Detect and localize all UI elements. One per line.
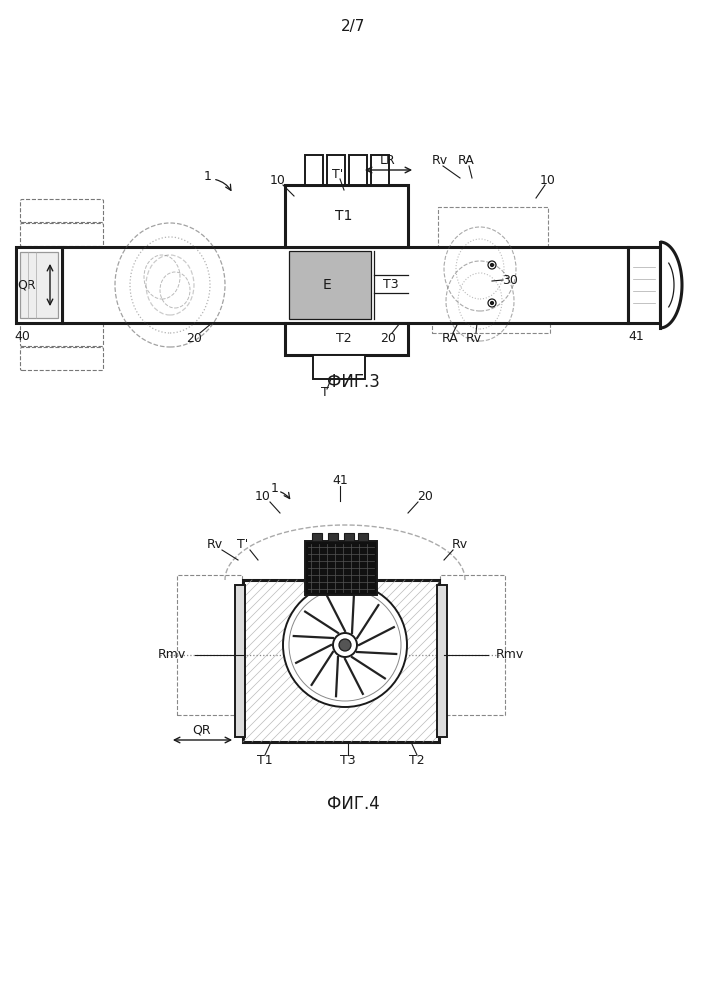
Bar (358, 533, 368, 541)
Circle shape (339, 639, 351, 651)
Text: E: E (322, 278, 332, 292)
Text: 41: 41 (628, 330, 644, 344)
Circle shape (283, 583, 407, 707)
Text: QR: QR (18, 278, 36, 292)
Text: 41: 41 (332, 474, 348, 487)
Text: Rv: Rv (432, 154, 448, 167)
Text: 30: 30 (502, 273, 518, 286)
Text: 10: 10 (255, 490, 271, 504)
Bar (312, 533, 322, 541)
Bar (243, 580, 439, 742)
Bar (289, 251, 371, 319)
Text: T2: T2 (337, 332, 352, 346)
Text: Rv: Rv (207, 538, 223, 552)
Text: 1: 1 (204, 170, 212, 184)
Bar (305, 541, 377, 595)
Text: T2: T2 (409, 754, 425, 766)
Bar (370, 155, 389, 185)
Text: T3: T3 (383, 278, 399, 292)
Text: 40: 40 (14, 330, 30, 344)
Bar (312, 355, 365, 379)
Text: T3: T3 (340, 754, 356, 766)
Text: 20: 20 (380, 332, 396, 344)
Text: T': T' (238, 538, 249, 552)
Bar (16, 247, 62, 323)
Text: ФИГ.3: ФИГ.3 (327, 373, 380, 391)
Text: Rv: Rv (466, 332, 482, 344)
Text: LR: LR (380, 154, 396, 167)
Text: QR: QR (193, 724, 211, 736)
Text: T1: T1 (257, 754, 273, 766)
Text: RA: RA (457, 154, 474, 167)
Bar (62, 247, 628, 323)
Bar (440, 575, 505, 715)
Bar (20, 252, 58, 318)
Bar (235, 585, 245, 737)
Bar (285, 185, 408, 247)
Text: T: T (321, 386, 329, 399)
Bar (437, 585, 447, 737)
Circle shape (333, 633, 357, 657)
Text: T': T' (332, 167, 344, 180)
Circle shape (491, 263, 493, 266)
Text: RA: RA (442, 332, 458, 344)
Text: T1: T1 (335, 209, 353, 223)
Text: Rmv: Rmv (158, 648, 186, 662)
Bar (628, 247, 660, 323)
Text: 20: 20 (417, 490, 433, 504)
Bar (177, 575, 242, 715)
Polygon shape (660, 242, 682, 328)
Text: 1: 1 (271, 482, 279, 494)
Circle shape (491, 302, 493, 304)
Text: 2/7: 2/7 (341, 19, 366, 34)
Bar (349, 155, 366, 185)
Text: Rmv: Rmv (496, 648, 525, 662)
Bar (438, 207, 548, 279)
Text: 10: 10 (540, 174, 556, 186)
Text: 10: 10 (270, 174, 286, 186)
Bar (432, 247, 550, 333)
Bar (344, 533, 354, 541)
Bar (285, 323, 408, 355)
Text: 20: 20 (186, 332, 202, 344)
Bar (328, 533, 338, 541)
Text: Rv: Rv (452, 538, 468, 552)
Bar (327, 155, 344, 185)
Text: ФИГ.4: ФИГ.4 (327, 795, 380, 813)
Bar (305, 155, 322, 185)
